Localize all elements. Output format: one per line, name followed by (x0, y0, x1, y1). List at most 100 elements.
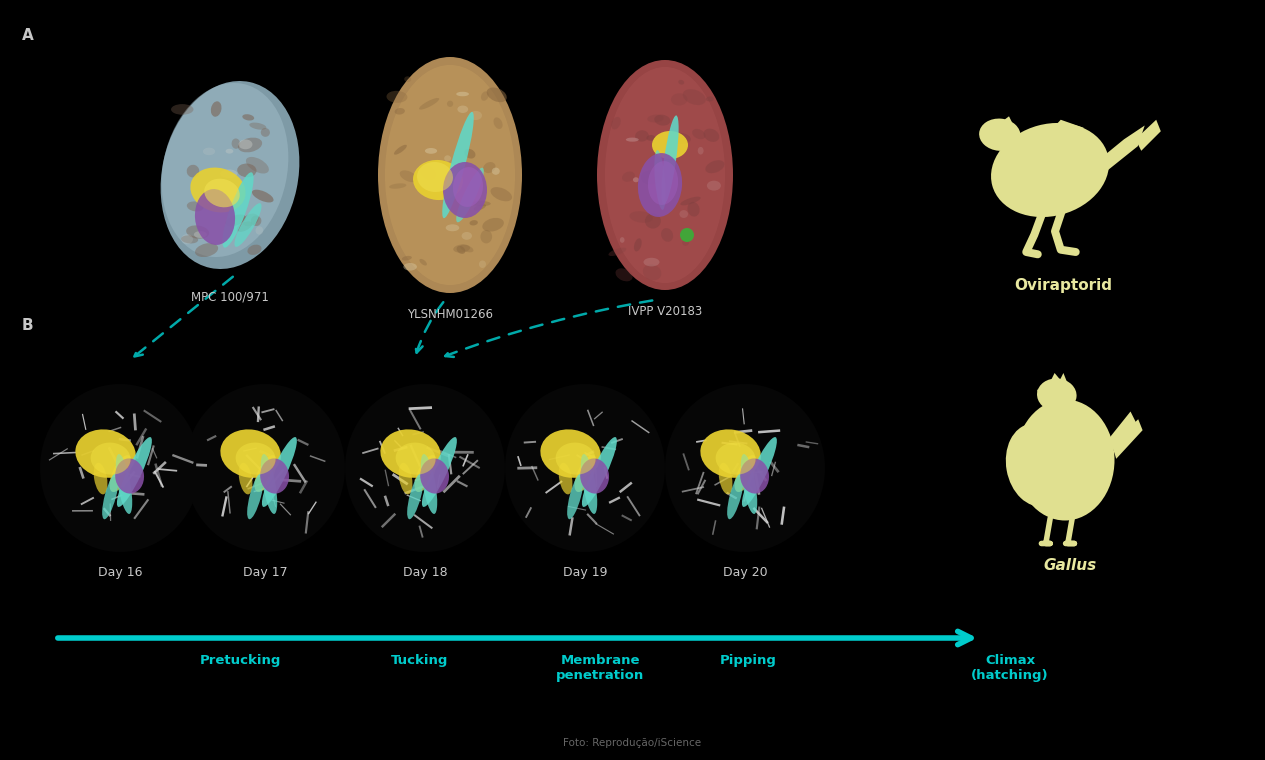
Ellipse shape (453, 245, 471, 252)
Polygon shape (1007, 142, 1030, 160)
Ellipse shape (161, 81, 300, 269)
Ellipse shape (626, 138, 639, 141)
Ellipse shape (162, 83, 288, 257)
Ellipse shape (482, 218, 503, 232)
Ellipse shape (706, 160, 725, 173)
Ellipse shape (186, 226, 209, 239)
Ellipse shape (194, 231, 207, 238)
Ellipse shape (483, 162, 496, 173)
Ellipse shape (445, 224, 459, 231)
Ellipse shape (115, 458, 144, 493)
Ellipse shape (540, 429, 601, 478)
Ellipse shape (420, 259, 426, 265)
Text: Oviraptorid: Oviraptorid (1015, 278, 1112, 293)
Ellipse shape (405, 76, 411, 82)
Ellipse shape (234, 203, 262, 247)
Ellipse shape (420, 458, 449, 493)
Ellipse shape (423, 437, 457, 507)
Ellipse shape (493, 117, 502, 129)
Ellipse shape (481, 91, 488, 101)
Ellipse shape (469, 111, 482, 120)
Ellipse shape (256, 226, 263, 235)
Ellipse shape (225, 149, 233, 154)
Ellipse shape (261, 128, 269, 137)
Ellipse shape (116, 454, 133, 514)
Ellipse shape (727, 473, 744, 519)
Polygon shape (999, 116, 1015, 135)
Ellipse shape (635, 130, 649, 141)
Ellipse shape (204, 179, 240, 207)
Ellipse shape (630, 211, 653, 223)
Ellipse shape (249, 122, 267, 130)
Ellipse shape (641, 170, 660, 185)
Ellipse shape (979, 119, 1021, 150)
Text: Gallus: Gallus (1044, 558, 1097, 573)
Ellipse shape (703, 128, 720, 142)
Ellipse shape (237, 221, 252, 232)
Ellipse shape (238, 163, 257, 177)
Ellipse shape (644, 258, 659, 267)
Ellipse shape (390, 183, 406, 188)
Ellipse shape (102, 473, 119, 519)
Ellipse shape (707, 181, 721, 191)
Ellipse shape (654, 115, 670, 125)
Ellipse shape (682, 239, 689, 245)
Ellipse shape (238, 138, 262, 152)
Ellipse shape (611, 117, 621, 129)
Ellipse shape (581, 454, 597, 514)
Text: Pipping: Pipping (720, 654, 777, 667)
Text: B: B (22, 318, 34, 333)
Ellipse shape (225, 214, 245, 226)
Ellipse shape (716, 442, 755, 475)
Ellipse shape (559, 463, 573, 495)
Ellipse shape (457, 168, 483, 223)
Text: Tucking: Tucking (391, 654, 449, 667)
Ellipse shape (381, 429, 440, 478)
Ellipse shape (76, 429, 135, 478)
Text: Day 17: Day 17 (243, 565, 287, 578)
Ellipse shape (457, 92, 469, 97)
Ellipse shape (1042, 394, 1054, 410)
Ellipse shape (648, 115, 664, 122)
Text: Day 20: Day 20 (722, 565, 768, 578)
Ellipse shape (567, 473, 583, 519)
Ellipse shape (687, 202, 700, 217)
Ellipse shape (220, 429, 281, 478)
Ellipse shape (665, 384, 825, 552)
Ellipse shape (40, 384, 200, 552)
Ellipse shape (648, 161, 678, 205)
Ellipse shape (110, 455, 132, 492)
Ellipse shape (662, 228, 673, 242)
Ellipse shape (471, 201, 491, 206)
Ellipse shape (250, 216, 262, 226)
Ellipse shape (645, 214, 660, 229)
Text: Day 18: Day 18 (402, 565, 448, 578)
Ellipse shape (245, 157, 269, 173)
Ellipse shape (582, 437, 617, 507)
Ellipse shape (597, 60, 732, 290)
Ellipse shape (464, 149, 476, 159)
Ellipse shape (608, 248, 626, 256)
Ellipse shape (692, 129, 706, 139)
Ellipse shape (395, 108, 405, 115)
Ellipse shape (231, 138, 240, 149)
Ellipse shape (247, 473, 263, 519)
Ellipse shape (171, 104, 194, 115)
Ellipse shape (670, 93, 688, 106)
Polygon shape (1099, 125, 1145, 174)
Ellipse shape (638, 153, 682, 217)
Ellipse shape (239, 463, 253, 495)
Ellipse shape (683, 89, 706, 105)
Ellipse shape (460, 245, 473, 252)
Ellipse shape (261, 458, 288, 493)
Ellipse shape (187, 165, 200, 177)
Ellipse shape (261, 454, 277, 514)
Ellipse shape (487, 87, 507, 102)
Ellipse shape (415, 455, 436, 492)
Ellipse shape (581, 458, 608, 493)
Ellipse shape (116, 437, 152, 507)
Text: YLSNHM01266: YLSNHM01266 (407, 308, 493, 321)
Ellipse shape (481, 230, 492, 243)
Ellipse shape (740, 458, 769, 493)
Ellipse shape (443, 112, 474, 218)
